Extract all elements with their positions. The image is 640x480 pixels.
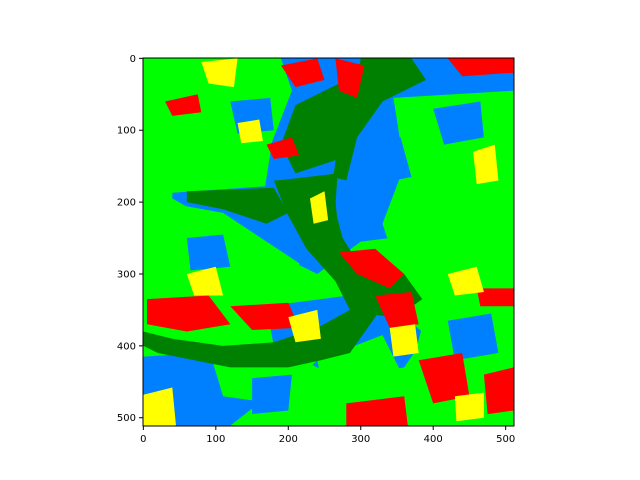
class-region-red xyxy=(147,295,231,332)
class-region-blue xyxy=(447,313,499,361)
y-tick-label: 100 xyxy=(117,126,136,137)
class-region-yellow xyxy=(201,58,238,88)
plot-area xyxy=(143,58,514,426)
class-region-red xyxy=(266,137,300,159)
x-tick-label: 100 xyxy=(206,434,225,445)
y-tick-label: 300 xyxy=(117,269,136,280)
x-tick-label: 0 xyxy=(140,434,146,445)
class-region-dark-green xyxy=(281,62,405,174)
class-region-red xyxy=(346,396,408,426)
class-region-yellow xyxy=(454,392,484,422)
class-region-blue xyxy=(186,234,231,271)
class-region-yellow xyxy=(389,324,419,357)
class-region-red xyxy=(335,58,365,98)
x-tick-label: 400 xyxy=(424,434,443,445)
class-region-red xyxy=(165,94,202,116)
class-region-red xyxy=(476,288,514,307)
class-region-red xyxy=(418,353,470,404)
class-region-light-green xyxy=(382,90,514,292)
class-region-dark-green xyxy=(186,187,289,224)
class-region-yellow xyxy=(473,144,499,185)
y-axis: 0 100 200 300 400 500 xyxy=(117,54,143,424)
class-region-red xyxy=(339,248,405,289)
class-region-red xyxy=(230,302,300,330)
class-region-red xyxy=(281,58,325,88)
class-region-yellow xyxy=(288,309,321,343)
y-tick-label: 400 xyxy=(117,341,136,352)
y-tick-label: 500 xyxy=(117,413,136,424)
x-tick-label: 500 xyxy=(496,434,515,445)
class-region-blue xyxy=(252,374,292,415)
class-region-dark-green xyxy=(143,177,394,368)
y-tick-label: 200 xyxy=(117,198,136,209)
y-tick-label: 0 xyxy=(130,54,136,65)
class-region-blue xyxy=(360,137,412,185)
x-axis: 0 100 200 300 400 500 xyxy=(140,426,515,445)
class-region-yellow xyxy=(310,191,329,224)
class-region-yellow xyxy=(143,387,176,426)
x-tick-label: 200 xyxy=(279,434,298,445)
class-region-yellow xyxy=(447,266,484,296)
class-region-yellow xyxy=(186,266,224,296)
class-region-yellow xyxy=(237,119,263,144)
class-region-red xyxy=(483,367,514,415)
x-tick-label: 300 xyxy=(351,434,370,445)
class-region-blue xyxy=(433,101,484,145)
class-region-red xyxy=(375,292,419,328)
axes-frame xyxy=(142,57,515,427)
class-region-red xyxy=(447,58,514,77)
